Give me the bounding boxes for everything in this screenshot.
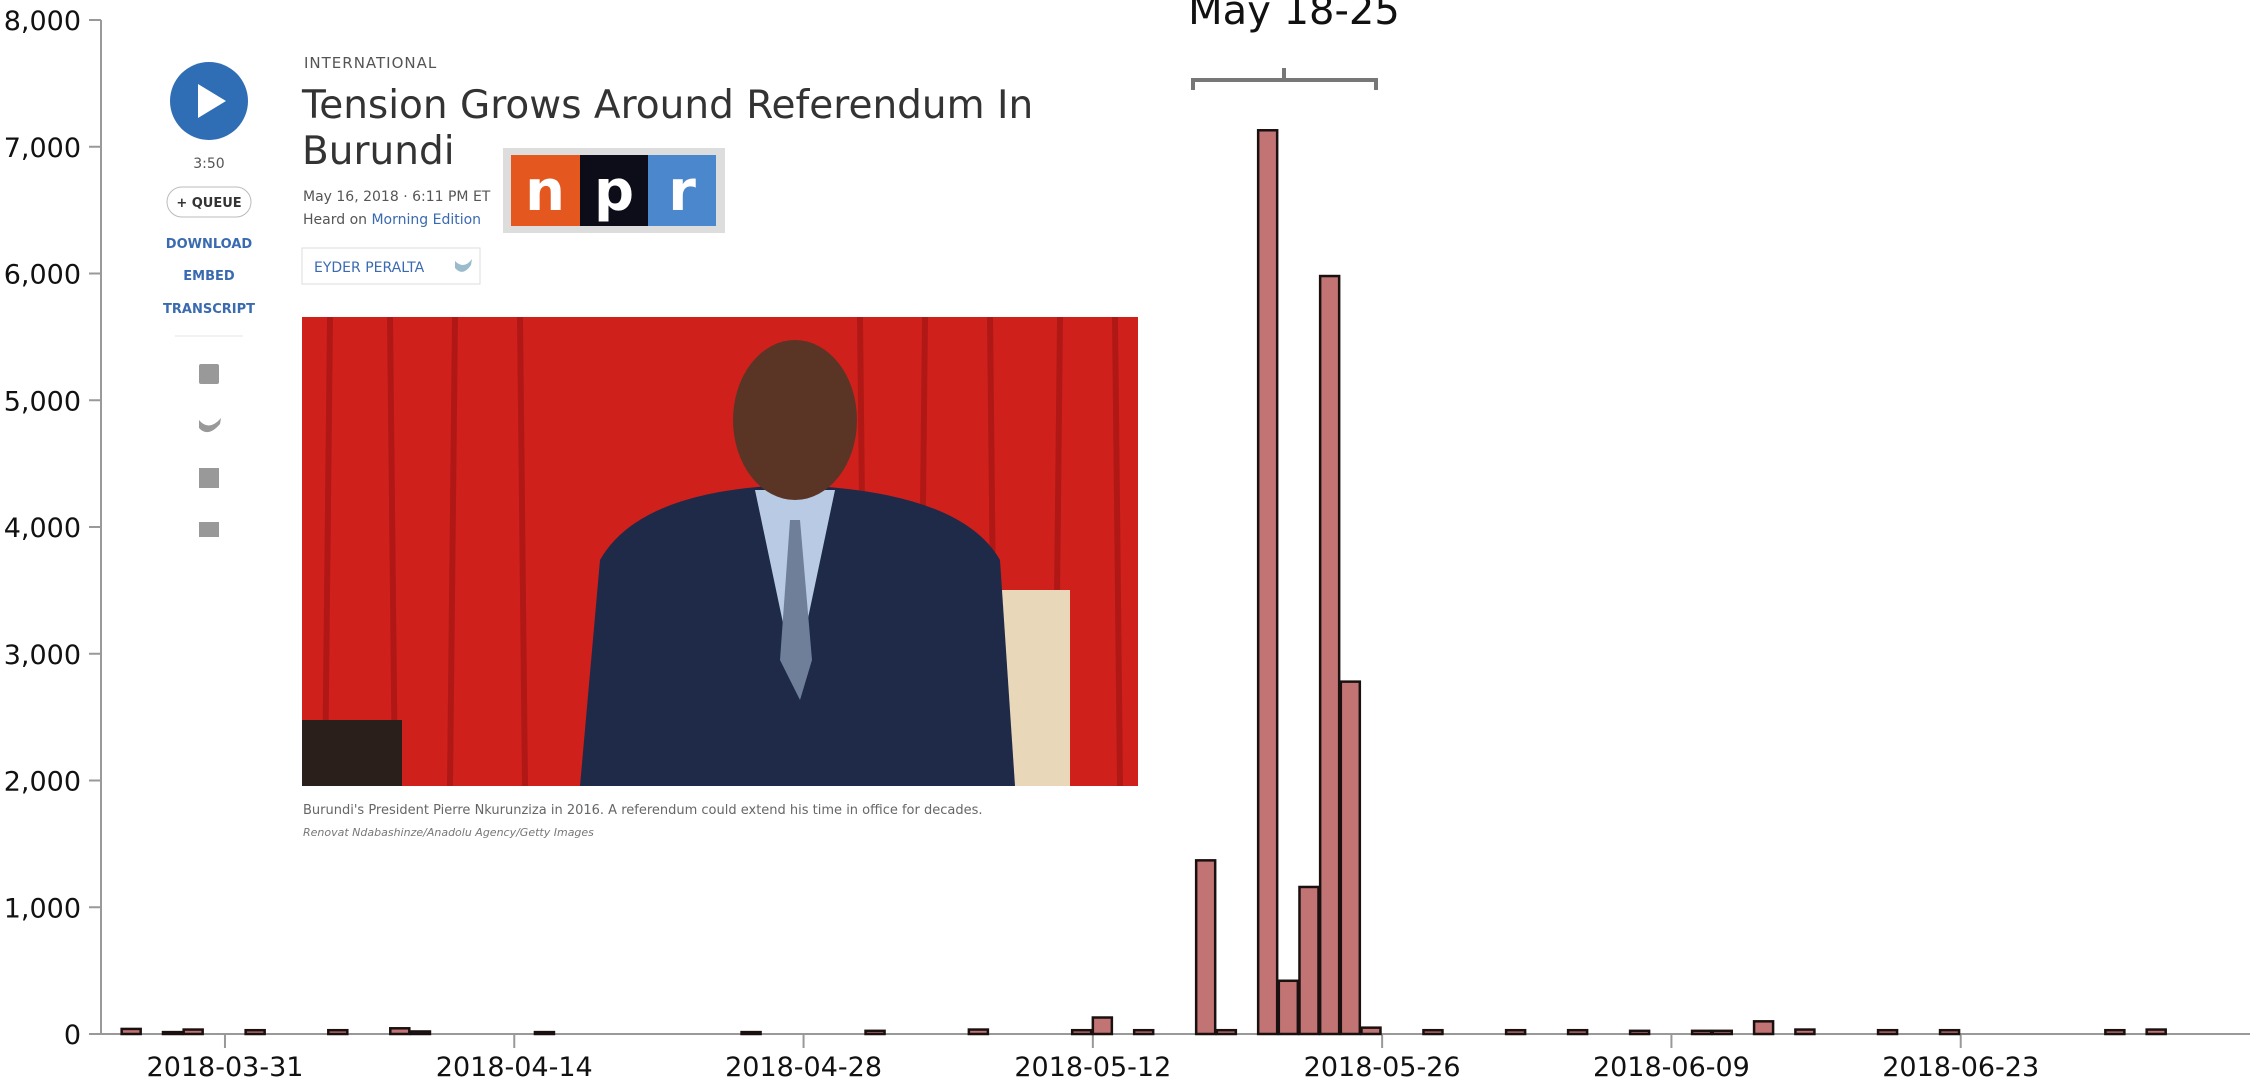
x-tick-label: 2018-06-09	[1593, 1052, 1750, 1080]
byline-box[interactable]	[301, 247, 481, 285]
twitter-icon[interactable]	[455, 259, 472, 272]
heard-on: Heard on Morning Edition	[303, 212, 481, 228]
bar	[389, 1027, 411, 1036]
bar	[120, 1027, 142, 1036]
npr-block	[648, 155, 716, 226]
bar	[1194, 859, 1217, 1036]
bar	[1339, 680, 1362, 1036]
bar	[1938, 1028, 1961, 1036]
x-tick-label: 2018-05-26	[1304, 1052, 1461, 1080]
x-tick-label: 2018-05-12	[1014, 1052, 1171, 1080]
bar	[967, 1028, 990, 1036]
transcript-link[interactable]: TRANSCRIPT	[163, 302, 255, 317]
duration: 3:50	[193, 156, 224, 172]
program-link[interactable]: Morning Edition	[371, 212, 481, 228]
y-tick-label: 5,000	[4, 386, 81, 417]
bar	[1566, 1028, 1589, 1036]
flipboard-icon[interactable]	[199, 468, 219, 488]
npr-block	[511, 155, 580, 226]
bar	[1422, 1028, 1444, 1036]
bar	[1690, 1029, 1713, 1036]
npr-letter: n	[525, 159, 565, 224]
bar	[1091, 1016, 1114, 1036]
byline: EYDER PERALTA	[314, 260, 425, 276]
bar	[1711, 1029, 1734, 1036]
bar	[1876, 1028, 1899, 1036]
bar	[1318, 274, 1341, 1036]
bar	[1070, 1028, 1093, 1036]
download-link[interactable]: DOWNLOAD	[166, 237, 253, 252]
heard-on-label: Heard on	[303, 212, 367, 228]
credit: Renovat Ndabashinze/Anadolu Agency/Getty…	[303, 826, 594, 839]
embed-link[interactable]: EMBED	[183, 269, 235, 284]
npr-block	[580, 155, 648, 226]
queue-button[interactable]	[166, 186, 252, 218]
article-screenshot: 3:50 + QUEUE DOWNLOAD EMBED TRANSCRIPT I…	[163, 54, 1138, 839]
x-tick-label: 2018-04-28	[725, 1052, 882, 1080]
bar	[2104, 1028, 2126, 1036]
npr-letter: r	[668, 159, 696, 224]
bar	[327, 1028, 349, 1036]
headline-line: Tension Grows Around Referendum In	[301, 83, 1033, 128]
y-tick-label: 6,000	[4, 260, 81, 291]
bar	[161, 1030, 184, 1036]
y-tick-label: 3,000	[4, 640, 81, 671]
npr-letter: p	[594, 159, 634, 224]
annotation-bracket	[1191, 68, 1378, 90]
bar	[533, 1030, 556, 1036]
bar	[1215, 1028, 1238, 1036]
bar	[1360, 1026, 1382, 1036]
bar	[1794, 1028, 1816, 1036]
caption: Burundi's President Pierre Nkurunziza in…	[303, 803, 983, 818]
queue-label: + QUEUE	[176, 196, 241, 211]
facebook-icon[interactable]	[199, 364, 219, 384]
bar	[1256, 129, 1279, 1036]
email-icon[interactable]	[199, 522, 219, 537]
y-tick-label: 0	[64, 1020, 81, 1051]
y-tick-label: 4,000	[4, 513, 81, 544]
headline-line: Burundi	[302, 129, 455, 174]
date: May 16, 2018 · 6:11 PM ET	[303, 189, 491, 205]
bar	[1504, 1028, 1527, 1036]
section: INTERNATIONAL	[304, 54, 437, 72]
play-icon	[198, 84, 226, 118]
x-tick-label: 2018-06-23	[1882, 1052, 2039, 1080]
bar	[409, 1030, 432, 1036]
photo	[302, 316, 1138, 787]
twitter-icon[interactable]	[199, 418, 221, 433]
annotation: May 18-25	[1188, 0, 1400, 34]
x-tick-label: 2018-04-14	[436, 1052, 593, 1080]
y-tick-label: 2,000	[4, 767, 81, 798]
bar	[864, 1029, 886, 1036]
bar	[1628, 1029, 1651, 1036]
bar	[244, 1028, 266, 1036]
bar	[2145, 1028, 2167, 1036]
y-tick-label: 7,000	[4, 133, 81, 164]
y-tick-label: 1,000	[4, 893, 81, 924]
bar	[1298, 885, 1320, 1036]
bar	[1752, 1020, 1775, 1036]
x-tick-label: 2018-03-31	[147, 1052, 304, 1080]
bar	[182, 1028, 204, 1036]
bar	[1277, 979, 1300, 1036]
y-tick-label: 8,000	[4, 6, 81, 37]
bar	[740, 1030, 762, 1036]
bar	[1132, 1028, 1155, 1036]
